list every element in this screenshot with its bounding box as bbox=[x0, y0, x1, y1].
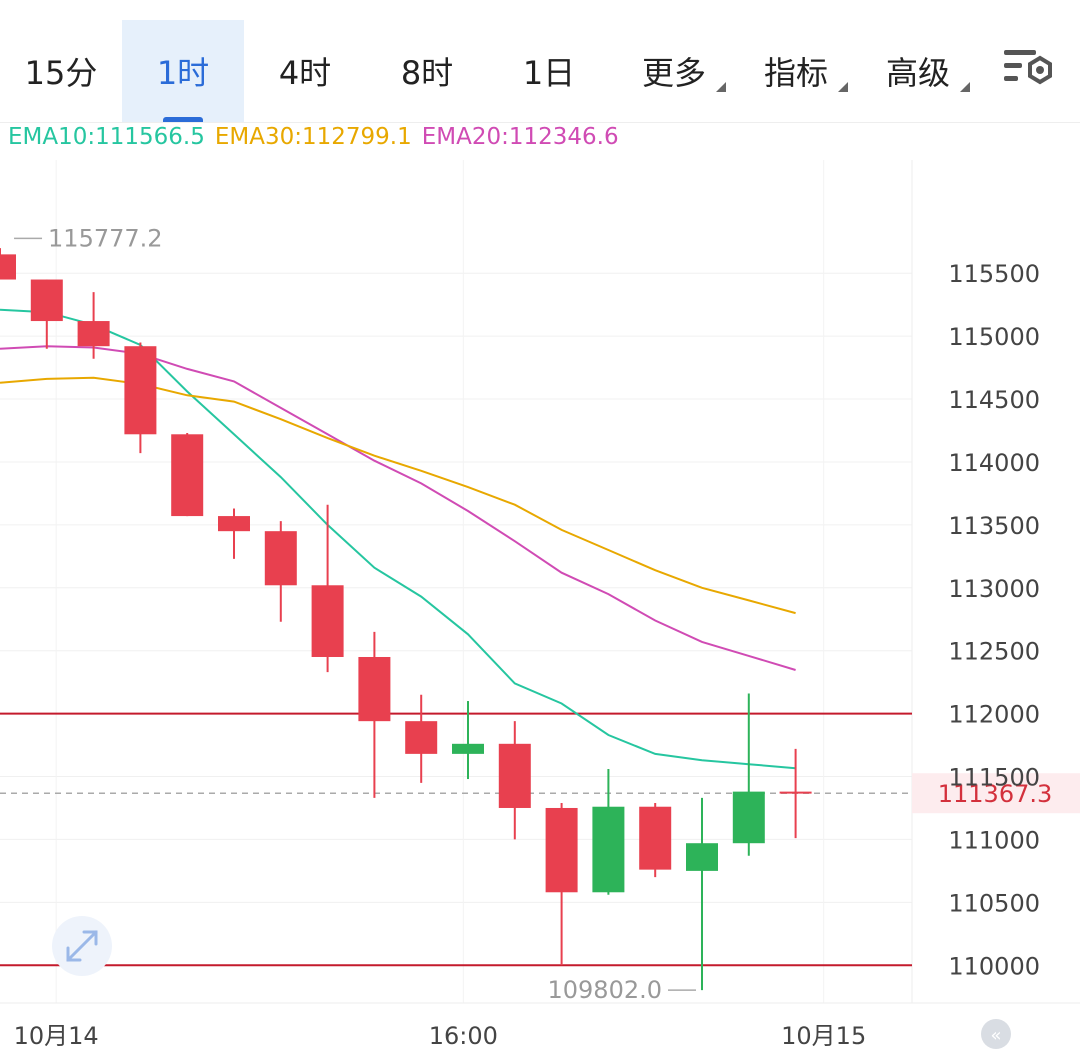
dropdown-caret-icon bbox=[960, 82, 970, 92]
tab-1h[interactable]: 1时 bbox=[122, 20, 244, 122]
candle-body bbox=[779, 791, 812, 794]
candle-body bbox=[358, 656, 391, 722]
y-tick-label: 110500 bbox=[948, 889, 1040, 917]
y-tick-label: 111000 bbox=[948, 826, 1040, 854]
indicator-legend: EMA10:111566.5 EMA30:112799.1 EMA20:1123… bbox=[8, 124, 629, 160]
tab-indicators[interactable]: 指标 bbox=[740, 20, 852, 122]
last-price-label: 111367.3 bbox=[938, 780, 1053, 808]
candle[interactable] bbox=[639, 802, 672, 878]
candle[interactable] bbox=[779, 748, 812, 839]
y-tick-label: 112000 bbox=[948, 701, 1040, 729]
tab-label: 指标 bbox=[763, 54, 828, 92]
ema10-legend: EMA10:111566.5 bbox=[8, 124, 205, 150]
candle[interactable] bbox=[545, 802, 578, 966]
candle[interactable] bbox=[498, 721, 531, 840]
axes: 110000 110500 111000 111500 112000 112500 1130… bbox=[14, 260, 1040, 1049]
expand-arrows-icon bbox=[66, 930, 98, 962]
x-tick-label: 10月14 bbox=[14, 1022, 99, 1049]
ema20-line bbox=[0, 345, 796, 671]
double-chevron-right-icon: « bbox=[990, 1025, 1001, 1046]
dropdown-caret-icon bbox=[838, 82, 848, 92]
last-price-badge bbox=[912, 773, 1080, 814]
x-tick-label: 16:00 bbox=[429, 1022, 498, 1049]
candle[interactable] bbox=[592, 768, 625, 895]
tab-label: 更多 bbox=[641, 54, 706, 92]
tab-4h[interactable]: 4时 bbox=[244, 20, 366, 122]
candle-body bbox=[30, 279, 63, 322]
candle[interactable] bbox=[732, 693, 765, 856]
candle-body bbox=[405, 721, 438, 754]
y-tick-label: 113500 bbox=[948, 512, 1040, 540]
y-tick-label: 111500 bbox=[948, 764, 1040, 792]
candle-body bbox=[264, 531, 297, 586]
chart-settings-icon bbox=[1004, 50, 1052, 85]
candle[interactable] bbox=[171, 433, 204, 517]
y-tick-label: 112500 bbox=[948, 638, 1040, 666]
tab-label: 1时 bbox=[156, 54, 210, 92]
y-tick-label: 115000 bbox=[948, 323, 1040, 351]
expand-chart-button[interactable] bbox=[52, 916, 112, 976]
candle[interactable] bbox=[452, 701, 484, 780]
ema30-legend: EMA30:112799.1 bbox=[214, 124, 412, 150]
tab-label: 高级 bbox=[885, 54, 950, 92]
y-tick-label: 115500 bbox=[948, 260, 1040, 288]
tab-advanced[interactable]: 高级 bbox=[862, 20, 974, 122]
chart-settings-button[interactable] bbox=[1002, 44, 1058, 94]
candle[interactable] bbox=[311, 504, 344, 673]
candle-body bbox=[171, 434, 204, 517]
tab-label: 4时 bbox=[278, 54, 332, 92]
tab-label: 8时 bbox=[400, 54, 454, 92]
y-tick-label: 110000 bbox=[948, 952, 1040, 980]
candle-body bbox=[545, 807, 578, 893]
candle-body bbox=[732, 791, 765, 844]
tab-label: 15分 bbox=[24, 54, 98, 92]
ema30-line bbox=[0, 376, 796, 615]
period-low-label: 109802.0 bbox=[547, 976, 662, 1004]
dropdown-caret-icon bbox=[716, 82, 726, 92]
candles bbox=[0, 248, 812, 991]
candle[interactable] bbox=[686, 797, 718, 991]
tab-more[interactable]: 更多 bbox=[618, 20, 730, 122]
y-tick-label: 114000 bbox=[948, 449, 1040, 477]
candle[interactable] bbox=[358, 631, 391, 798]
tab-label: 1日 bbox=[522, 54, 576, 92]
scroll-to-latest-button[interactable]: « bbox=[981, 1019, 1011, 1049]
candle-body bbox=[77, 321, 110, 347]
y-tick-label: 114500 bbox=[948, 386, 1040, 414]
candle-body bbox=[0, 254, 16, 280]
tab-1d[interactable]: 1日 bbox=[488, 20, 610, 122]
y-tick-label: 113000 bbox=[948, 575, 1040, 603]
ema10-line bbox=[0, 308, 796, 770]
ema-lines bbox=[0, 308, 796, 770]
candle-body bbox=[218, 516, 250, 532]
grid bbox=[0, 160, 1080, 1004]
candle-body bbox=[686, 843, 718, 871]
candle[interactable] bbox=[0, 248, 16, 280]
annotations: 111367.3 115777.2 109802.0 bbox=[14, 224, 1080, 1004]
candle[interactable] bbox=[77, 292, 110, 359]
candle[interactable] bbox=[218, 508, 250, 559]
timeframe-tab-bar: 15分 1时 4时 8时 1日 更多 指标 高级 bbox=[0, 0, 1080, 123]
candle-body bbox=[639, 806, 672, 870]
tab-15m[interactable]: 15分 bbox=[0, 20, 122, 122]
candle-body bbox=[592, 806, 625, 893]
candle-body bbox=[124, 346, 157, 435]
candle[interactable] bbox=[264, 521, 297, 622]
candle-body bbox=[452, 743, 484, 754]
candle[interactable] bbox=[30, 279, 63, 349]
candle[interactable] bbox=[124, 342, 157, 454]
x-tick-label: 10月15 bbox=[781, 1022, 866, 1049]
period-high-label: 115777.2 bbox=[48, 224, 163, 252]
candle-body bbox=[311, 585, 344, 657]
tab-8h[interactable]: 8时 bbox=[366, 20, 488, 122]
ema20-legend: EMA20:112346.6 bbox=[421, 124, 619, 150]
candle-body bbox=[498, 743, 531, 808]
candle[interactable] bbox=[405, 694, 438, 783]
